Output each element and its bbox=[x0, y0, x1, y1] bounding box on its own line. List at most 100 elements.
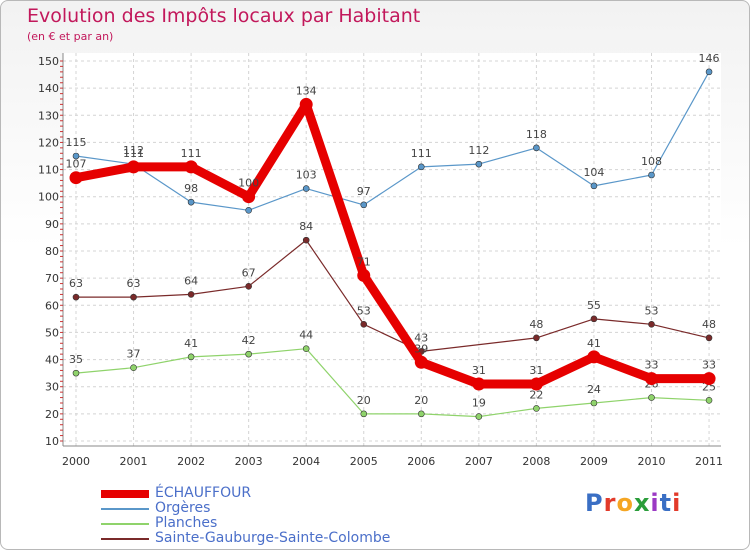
data-label-planches: 35 bbox=[69, 353, 83, 366]
logo-letter: r bbox=[603, 489, 617, 517]
data-point-org-res bbox=[648, 171, 655, 179]
data-point-sainte-gauburge-sainte-colombe bbox=[72, 293, 80, 301]
data-label-sainte-gauburge-sainte-colombe: 43 bbox=[414, 331, 428, 344]
data-label--chauffour: 31 bbox=[472, 364, 486, 377]
data-point-planches bbox=[187, 353, 195, 361]
data-label-sainte-gauburge-sainte-colombe: 67 bbox=[242, 266, 256, 279]
data-point-sainte-gauburge-sainte-colombe bbox=[187, 291, 195, 298]
data-label-org-res: 146 bbox=[699, 52, 720, 65]
x-tick-label: 2010 bbox=[638, 455, 666, 468]
data-label--chauffour: 111 bbox=[123, 147, 144, 160]
data-point-org-res bbox=[705, 68, 713, 76]
data-point--chauffour bbox=[587, 350, 601, 364]
x-tick-label: 2001 bbox=[120, 455, 148, 468]
x-tick-label: 2011 bbox=[695, 455, 723, 468]
data-point--chauffour bbox=[702, 372, 716, 386]
logo-letter: i bbox=[672, 489, 682, 517]
data-point--chauffour bbox=[184, 160, 198, 174]
data-point-planches bbox=[302, 345, 310, 353]
data-point-org-res bbox=[475, 160, 483, 168]
data-point-planches bbox=[475, 413, 483, 420]
chart-title: Evolution des Impôts locaux par Habitant bbox=[27, 5, 421, 27]
data-label-org-res: 97 bbox=[357, 185, 371, 198]
data-point--chauffour bbox=[242, 190, 256, 204]
data-label-sainte-gauburge-sainte-colombe: 84 bbox=[299, 220, 313, 233]
y-tick-label: 40 bbox=[45, 354, 59, 367]
data-point-sainte-gauburge-sainte-colombe bbox=[648, 320, 655, 328]
data-label-org-res: 112 bbox=[123, 144, 144, 157]
y-tick-label: 20 bbox=[45, 408, 59, 421]
y-tick-label: 120 bbox=[38, 136, 59, 149]
data-point-org-res bbox=[360, 201, 368, 209]
data-point-sainte-gauburge-sainte-colombe bbox=[705, 334, 713, 342]
data-point--chauffour bbox=[357, 268, 371, 282]
data-point-planches bbox=[705, 396, 713, 404]
data-point--chauffour bbox=[69, 171, 83, 185]
proxiti-logo: Proxiti bbox=[585, 489, 681, 517]
data-label-planches: 44 bbox=[299, 329, 313, 342]
legend-swatch-org-res bbox=[101, 508, 149, 510]
data-label-sainte-gauburge-sainte-colombe: 64 bbox=[184, 274, 198, 287]
data-label--chauffour: 107 bbox=[66, 158, 87, 171]
data-point-planches bbox=[245, 350, 252, 358]
data-point-sainte-gauburge-sainte-colombe bbox=[245, 282, 252, 290]
data-label--chauffour: 111 bbox=[181, 147, 202, 160]
x-tick-label: 2008 bbox=[522, 455, 550, 468]
data-point--chauffour bbox=[414, 355, 428, 369]
data-label-planches: 37 bbox=[127, 348, 141, 361]
data-point-sainte-gauburge-sainte-colombe bbox=[590, 315, 598, 323]
data-label--chauffour: 39 bbox=[414, 342, 428, 355]
legend-swatch-planches bbox=[101, 523, 149, 525]
legend-label--chauffour: ÉCHAUFFOUR bbox=[155, 485, 252, 501]
data-label--chauffour: 31 bbox=[529, 364, 543, 377]
data-label-planches: 20 bbox=[414, 394, 428, 407]
data-point-org-res bbox=[72, 152, 80, 160]
data-point--chauffour bbox=[472, 377, 486, 391]
y-tick-label: 80 bbox=[45, 245, 59, 258]
data-point--chauffour bbox=[299, 97, 313, 111]
series-line-planches bbox=[75, 348, 710, 418]
data-label-planches: 20 bbox=[357, 394, 371, 407]
chart-subtitle: (en € et par an) bbox=[27, 30, 114, 43]
y-tick-label: 70 bbox=[45, 272, 59, 285]
data-label-planches: 19 bbox=[472, 397, 486, 410]
series-line-org-res bbox=[75, 71, 710, 211]
y-tick-label: 30 bbox=[45, 381, 59, 394]
data-point--chauffour bbox=[127, 160, 141, 174]
data-label-sainte-gauburge-sainte-colombe: 63 bbox=[127, 277, 141, 290]
data-point-planches bbox=[648, 394, 655, 401]
series-line--chauffour bbox=[71, 99, 714, 389]
data-label-org-res: 115 bbox=[66, 136, 87, 149]
legend-label-org-res: Orgères bbox=[155, 500, 211, 516]
data-label-org-res: 104 bbox=[583, 166, 604, 179]
data-point-org-res bbox=[302, 185, 310, 192]
x-tick-label: 2006 bbox=[407, 455, 435, 468]
data-label-org-res: 118 bbox=[526, 128, 547, 141]
y-tick-label: 100 bbox=[38, 191, 59, 204]
data-label-sainte-gauburge-sainte-colombe: 63 bbox=[69, 277, 83, 290]
y-tick-label: 10 bbox=[45, 435, 59, 448]
logo-letter: x bbox=[633, 489, 651, 517]
y-tick-label: 130 bbox=[38, 109, 59, 122]
data-point-planches bbox=[590, 399, 598, 407]
data-label--chauffour: 71 bbox=[357, 255, 371, 268]
data-label-planches: 41 bbox=[184, 337, 198, 350]
y-tick-label: 90 bbox=[45, 218, 59, 231]
data-label-sainte-gauburge-sainte-colombe: 48 bbox=[702, 318, 716, 331]
data-point-planches bbox=[417, 410, 425, 418]
logo-letter: t bbox=[659, 489, 673, 517]
data-label-planches: 24 bbox=[587, 383, 601, 396]
x-tick-label: 2003 bbox=[235, 455, 263, 468]
data-point-org-res bbox=[533, 144, 540, 152]
x-tick-label: 2002 bbox=[177, 455, 205, 468]
logo-letter: P bbox=[585, 489, 604, 517]
data-label-planches: 42 bbox=[242, 334, 256, 347]
data-label-org-res: 98 bbox=[184, 182, 198, 195]
data-label--chauffour: 134 bbox=[296, 84, 317, 97]
data-point-org-res bbox=[590, 182, 598, 190]
data-point-planches bbox=[130, 364, 137, 372]
data-label-org-res: 112 bbox=[468, 144, 489, 157]
data-point-org-res bbox=[187, 198, 195, 206]
logo-letter: i bbox=[650, 489, 660, 517]
